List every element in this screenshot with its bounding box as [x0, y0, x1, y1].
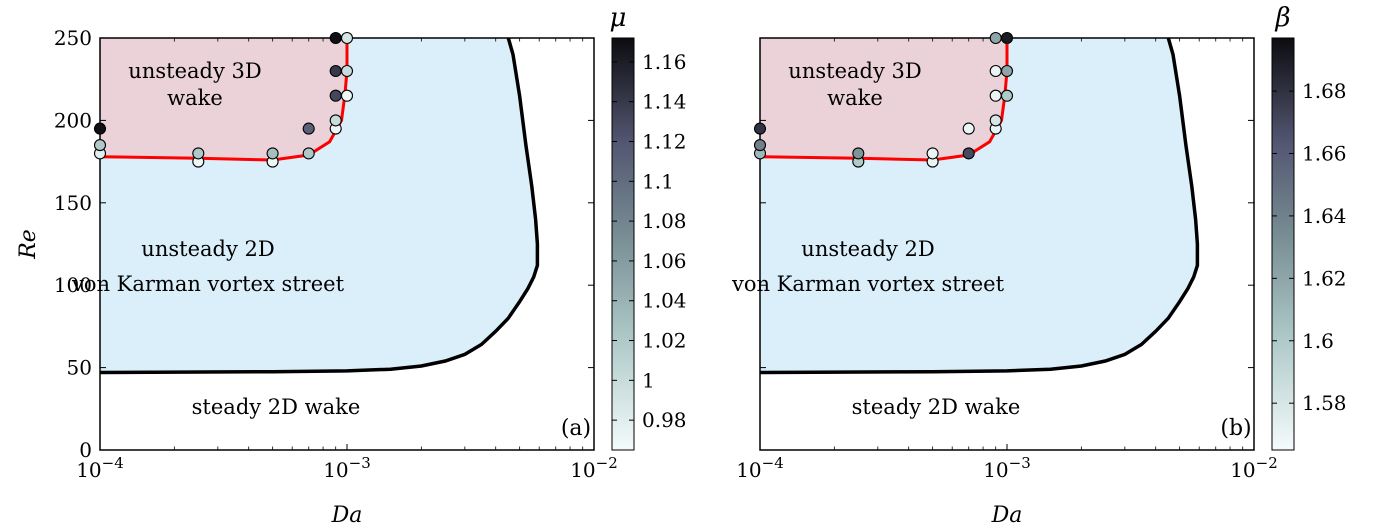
colorbar-tick-label: 1.02: [642, 329, 687, 353]
colorbar-ticks: 1.58 1.6 1.62 1.64 1.66 1.68: [1272, 79, 1347, 415]
data-point: [192, 147, 205, 160]
y-tick-label: 200: [54, 108, 92, 132]
x-tick-label: 10−3: [323, 454, 371, 482]
colorbar-tick-label: 1.08: [642, 209, 687, 233]
region-label-3d-line1: unsteady 3D: [788, 59, 921, 83]
panel-label: (a): [561, 416, 591, 441]
data-point: [1000, 31, 1014, 45]
y-tick-label: 50: [67, 356, 92, 380]
colorbar-title: μ: [610, 3, 627, 33]
data-point: [93, 139, 107, 152]
x-tick-label: 10−2: [570, 454, 618, 482]
data-point: [329, 31, 342, 45]
x-axis-label: Da: [991, 503, 1023, 528]
region-label-steady: steady 2D wake: [192, 395, 361, 419]
colorbar-tick-label: 1.12: [642, 129, 687, 153]
data-points: [753, 31, 1014, 168]
region-unsteady-3d: [100, 38, 347, 160]
data-point: [329, 89, 342, 102]
data-point: [926, 147, 939, 160]
data-point: [989, 31, 1002, 45]
axis-ticks: 10−4 10−3 10−2 0 50 100 150 200 250: [54, 26, 618, 482]
region-label-3d-line1: unsteady 3D: [128, 59, 261, 83]
colorbar-tick-label: 0.98: [642, 408, 687, 432]
colorbar: [611, 37, 635, 451]
colorbar: [1271, 37, 1295, 451]
data-point: [329, 64, 342, 78]
x-tick-label: 10−4: [76, 454, 124, 482]
colorbar-ticks: 0.98 1 1.02 1.04 1.06 1.08 1.1 1.12 1.14 1.16: [612, 50, 687, 432]
y-tick-label: 250: [54, 26, 92, 50]
boundary-line-2d: [100, 38, 540, 375]
panel-label: (b): [1220, 416, 1251, 441]
boundary-line-3d: [760, 38, 1009, 162]
data-point: [329, 114, 342, 127]
region-label-3d-line2: wake: [167, 86, 223, 110]
data-point: [989, 89, 1002, 102]
y-tick-label: 0: [79, 438, 92, 462]
region-label-2d-line2: von Karman vortex street: [731, 272, 1005, 296]
axis-ticks: 10−4 10−3 10−2: [736, 37, 1278, 482]
colorbar-tick-label: 1.1: [642, 169, 674, 193]
data-point: [1000, 64, 1014, 78]
region-unsteady-3d: [760, 38, 1007, 160]
y-tick-label: 100: [54, 273, 92, 297]
data-point: [302, 147, 315, 160]
colorbar-tick-label: 1.64: [1302, 204, 1347, 228]
colorbar-tick-label: 1.62: [1302, 266, 1347, 290]
colorbar-title: β: [1274, 3, 1290, 33]
colorbar-tick-label: 1.6: [1302, 329, 1334, 353]
data-point: [962, 122, 975, 135]
region-label-3d-line2: wake: [827, 86, 883, 110]
chart-panel-b: 10−4 10−3 10−2 unsteady 3D wake unsteady 2…: [731, 3, 1347, 528]
region-label-2d-line1: unsteady 2D: [801, 237, 934, 261]
boundary-line-3d: [100, 38, 349, 162]
region-label-2d-line2: von Karman vortex street: [71, 272, 345, 296]
y-axis-label: Re: [16, 229, 41, 260]
data-point: [266, 147, 279, 160]
data-point: [852, 147, 865, 160]
data-point: [340, 31, 354, 45]
data-point: [93, 122, 107, 135]
data-point: [989, 64, 1002, 78]
colorbar-tick-label: 1.58: [1302, 391, 1347, 415]
data-point: [302, 122, 315, 135]
region-label-2d-line1: unsteady 2D: [141, 237, 274, 261]
colorbar-tick-label: 1: [642, 368, 655, 392]
boundary-line-2d: [760, 38, 1200, 375]
data-points: [93, 31, 354, 168]
colorbar-tick-label: 1.16: [642, 50, 687, 74]
y-tick-label: 150: [54, 191, 92, 215]
x-tick-label: 10−3: [983, 454, 1031, 482]
data-point: [962, 147, 975, 160]
colorbar-tick-label: 1.14: [642, 90, 687, 114]
data-point: [340, 89, 354, 102]
data-point: [753, 122, 767, 135]
x-tick-label: 10−2: [1230, 454, 1278, 482]
data-point: [989, 114, 1002, 127]
colorbar-tick-label: 1.06: [642, 249, 687, 273]
data-point: [753, 139, 767, 152]
x-tick-label: 10−4: [736, 454, 784, 482]
data-point: [340, 64, 354, 78]
colorbar-tick-label: 1.66: [1302, 141, 1347, 165]
colorbar-tick-label: 1.04: [642, 289, 687, 313]
data-point: [1000, 89, 1014, 102]
x-axis-label: Da: [331, 503, 363, 528]
region-label-steady: steady 2D wake: [852, 395, 1021, 419]
colorbar-tick-label: 1.68: [1302, 79, 1347, 103]
